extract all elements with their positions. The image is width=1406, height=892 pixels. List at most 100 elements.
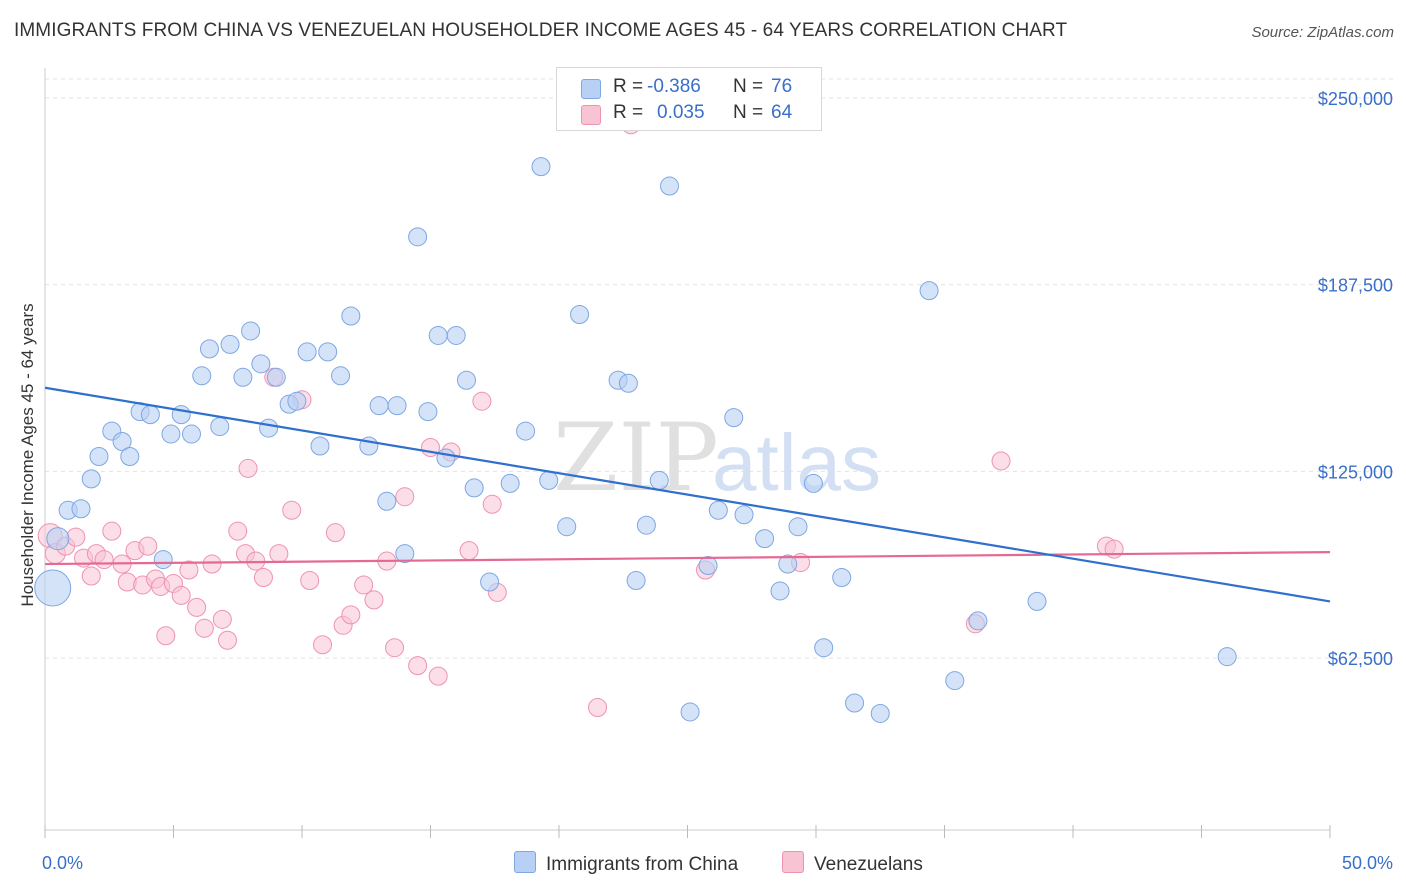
venezuelans-point (81, 566, 101, 586)
legend-r-label: R = (613, 102, 644, 123)
y-tick-label: $187,500 (1318, 276, 1393, 296)
china-point (845, 693, 865, 713)
legend-n-value: 76 (771, 76, 793, 97)
china-point (832, 567, 852, 587)
venezuelans-point (395, 487, 415, 507)
venezuelans-point (282, 500, 302, 520)
venezuelans-point (156, 626, 176, 646)
venezuelans-point (217, 630, 237, 650)
venezuelans-point (228, 521, 248, 541)
venezuelans-point (202, 554, 222, 574)
china-point (310, 436, 330, 456)
venezuelans-point (588, 697, 608, 717)
china-point (945, 671, 965, 691)
trend-lines (44, 386, 1331, 603)
y-tick-label: $62,500 (1328, 649, 1393, 669)
venezuelans-point (238, 458, 258, 478)
china-point (660, 176, 680, 196)
china-point (919, 281, 939, 301)
china-point (318, 342, 338, 362)
venezuelans-point (66, 527, 86, 547)
china-point (181, 424, 201, 444)
venezuelans-point (102, 521, 122, 541)
venezuelans-point (354, 575, 374, 595)
venezuelans-point (300, 570, 320, 590)
china-point (241, 321, 261, 341)
china-point (814, 638, 834, 658)
china-point (531, 157, 551, 177)
china-point (251, 354, 271, 374)
venezuelans-point (94, 550, 114, 570)
venezuelans-point (482, 494, 502, 514)
china-point (755, 529, 775, 549)
venezuelans-point (253, 567, 273, 587)
venezuelans-point (428, 666, 448, 686)
china-trend-line (44, 386, 1331, 603)
venezuelans-point (991, 451, 1011, 471)
china-point (89, 446, 109, 466)
china-point (480, 572, 500, 592)
china-point (557, 517, 577, 537)
china-point (570, 305, 590, 325)
venezuelans-point (472, 391, 492, 411)
china-point (112, 432, 132, 452)
china-point (210, 417, 230, 437)
china-point (287, 391, 307, 411)
venezuelans-point (269, 544, 289, 564)
china-point (539, 470, 559, 490)
china-point (788, 517, 808, 537)
china-point (233, 367, 253, 387)
china-point (456, 370, 476, 390)
venezuelans-swatch (782, 851, 804, 873)
venezuelans-point (187, 597, 207, 617)
tick-labels: $62,500 $125,000 $187,500 $250,000 0.0% 50.0% (42, 89, 1393, 873)
china-point (387, 396, 407, 416)
venezuelans-point (408, 656, 428, 676)
china-point (680, 702, 700, 722)
venezuelans-point (117, 572, 137, 592)
china-point (259, 418, 279, 438)
venezuelans-point (194, 618, 214, 638)
legend-item-china[interactable]: Immigrants from China (514, 851, 738, 876)
venezuelans-point (385, 638, 405, 658)
china-point (408, 227, 428, 247)
legend-china-label: Immigrants from China (546, 854, 739, 875)
china-swatch (581, 79, 601, 99)
china-point (803, 473, 823, 493)
venezuelans-point (138, 536, 158, 556)
china-point (649, 470, 669, 490)
china-point (34, 569, 72, 607)
china-point (161, 424, 181, 444)
stats-legend: R = -0.386 N = 76 R = 0.035 N = 64 (556, 67, 822, 131)
china-point (1217, 647, 1237, 667)
china-point (120, 446, 140, 466)
venezuelans-swatch (581, 105, 601, 125)
legend-item-venezuelans[interactable]: Venezuelans (782, 851, 923, 876)
legend-n-label: N = (733, 76, 764, 97)
china-point (734, 505, 754, 525)
china-point (297, 342, 317, 362)
china-point (331, 366, 351, 386)
legend-r-value: 0.035 (657, 102, 705, 123)
venezuelans-point (364, 590, 384, 610)
china-point (140, 405, 160, 425)
china-points (34, 157, 1237, 723)
china-point (418, 402, 438, 422)
china-point (266, 367, 286, 387)
venezuelans-point (341, 605, 361, 625)
china-point (377, 491, 397, 511)
china-point (71, 499, 91, 519)
axes (44, 68, 1331, 838)
china-point (446, 325, 466, 345)
china-point (395, 544, 415, 564)
china-point (81, 469, 101, 489)
watermark-atlas: atlas (712, 418, 881, 507)
china-point (770, 581, 790, 601)
china-point (778, 554, 798, 574)
china-swatch (514, 851, 536, 873)
gridlines (45, 78, 1394, 659)
y-tick-label: $250,000 (1318, 89, 1393, 109)
china-point (153, 550, 173, 570)
venezuelans-point (325, 523, 345, 543)
